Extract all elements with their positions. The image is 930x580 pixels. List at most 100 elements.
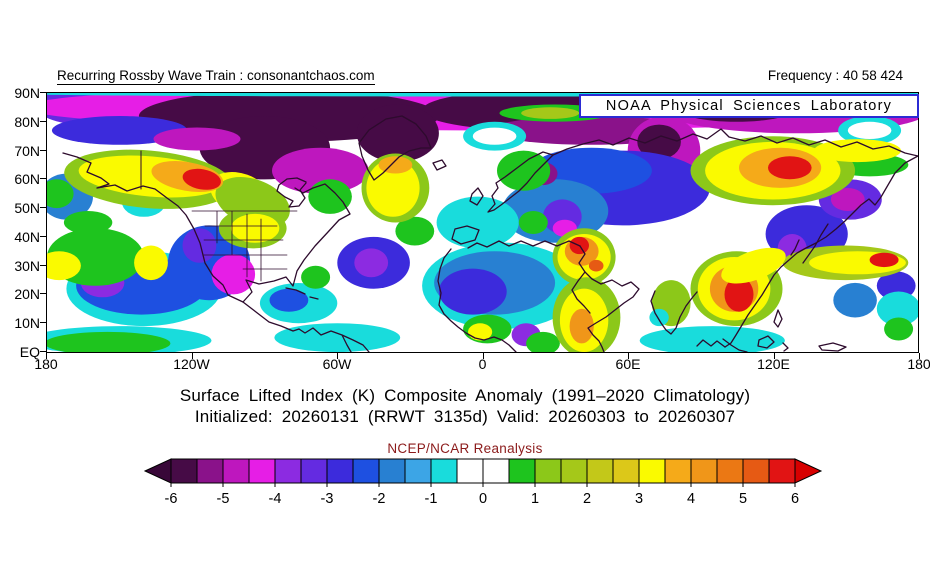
colorbar: -6 -5 -4 -3 -2 -1 0 1 2 3 4 5 6 — [143, 457, 827, 507]
colorbar-cell — [612, 458, 640, 484]
anomaly-blob — [230, 213, 280, 243]
colorbar-tick-label: -5 — [217, 491, 230, 507]
lat-axis-tick — [40, 120, 46, 122]
lat-axis-label: 70N — [14, 142, 40, 159]
anomaly-blob — [211, 254, 256, 295]
coastline-mediterranean — [467, 240, 581, 249]
coastline-layer — [62, 115, 918, 352]
lon-axis-tick — [482, 353, 484, 359]
anomaly-blob — [308, 179, 352, 214]
anomaly-blob — [274, 323, 401, 352]
colorbar-cell — [222, 458, 250, 484]
lat-axis-tick — [40, 207, 46, 209]
anomaly-blob — [153, 127, 241, 151]
colorbar-tick-label: 1 — [531, 491, 539, 507]
coastline-scandinavia — [487, 151, 554, 213]
colorbar-right-arrow — [794, 458, 823, 484]
anomaly-map — [46, 92, 919, 353]
anomaly-blob — [301, 265, 331, 289]
colorbar-cell — [742, 458, 770, 484]
anomaly-blob — [272, 147, 369, 194]
anomaly-blob — [468, 323, 493, 341]
lat-axis-tick — [40, 322, 46, 324]
anomaly-blob — [395, 216, 435, 246]
colorbar-tick-label: -6 — [165, 491, 178, 507]
lon-axis-label: 60W — [322, 356, 352, 372]
anomaly-blob — [876, 291, 918, 327]
colorbar-cell — [404, 458, 432, 484]
colorbar-tick-label: -3 — [321, 491, 334, 507]
colorbar-cell — [378, 458, 406, 484]
lon-axis-label: 60E — [615, 356, 641, 372]
lon-axis-tick — [773, 353, 775, 359]
lon-axis-tick — [337, 353, 338, 359]
lon-axis-label: 120E — [757, 356, 790, 372]
anomaly-blob — [436, 196, 519, 249]
lon-axis-tick — [191, 353, 193, 359]
colorbar-cell — [196, 458, 224, 484]
anomaly-blob — [588, 259, 604, 272]
colorbar-cell — [352, 458, 380, 484]
colorbar-tick-label: 6 — [791, 491, 799, 507]
colorbar-cell — [430, 458, 458, 484]
lat-axis-label: 20N — [14, 286, 40, 303]
lon-axis-tick — [46, 353, 47, 359]
us-state-borders — [191, 210, 298, 282]
anomaly-blob — [518, 211, 548, 234]
anomaly-blob — [724, 277, 754, 312]
anomaly-blob — [134, 245, 168, 281]
lat-axis-tick — [40, 293, 46, 295]
lat-axis-label: 90N — [14, 85, 40, 101]
coastline-east-asia — [724, 155, 918, 348]
anomaly-blob — [63, 211, 113, 234]
colorbar-cell — [482, 458, 510, 484]
anomaly-blob — [47, 331, 171, 352]
lon-axis-label: 180 — [34, 356, 58, 372]
colorbar-tick-label: 0 — [479, 491, 487, 507]
anomaly-blob — [378, 156, 413, 174]
colorbar-cell — [274, 458, 302, 484]
colorbar-cell — [456, 458, 484, 484]
lat-axis-label: 80N — [14, 113, 40, 130]
anomaly-blob — [884, 317, 914, 341]
coastline-na-east — [242, 183, 351, 303]
coastline-uk — [469, 187, 484, 206]
colorbar-tick-label: 3 — [635, 491, 643, 507]
anomaly-blob — [356, 104, 439, 163]
lat-axis-tick — [40, 92, 46, 93]
colorbar-cell — [638, 458, 666, 484]
colorbar-cell — [326, 458, 354, 484]
lat-axis-tick — [40, 149, 46, 151]
anomaly-blob — [366, 159, 420, 217]
lon-axis-label: 120W — [173, 356, 210, 372]
lat-axis-tick — [40, 178, 46, 180]
colorbar-left-arrow — [143, 458, 172, 484]
colorbar-source-label: NCEP/NCAR Reanalysis — [387, 441, 543, 456]
anomaly-blob — [847, 121, 892, 139]
anomaly-blob — [869, 252, 899, 268]
coastline-indonesia — [696, 309, 847, 352]
colorbar-cell — [768, 458, 796, 484]
anomaly-blob — [182, 168, 221, 190]
colorbar-tick-label: 2 — [583, 491, 591, 507]
coastline-india — [650, 290, 698, 335]
coastline-caribbean — [285, 287, 319, 300]
lat-axis-label: EQ — [19, 344, 40, 360]
colorbar-cell — [716, 458, 744, 484]
anomaly-blob — [182, 228, 217, 263]
coastline-russia-arctic — [552, 128, 918, 157]
lat-axis-tick — [40, 351, 46, 352]
coastline-iceland — [432, 159, 447, 171]
colorbar-cell — [690, 458, 718, 484]
anomaly-blob — [472, 127, 517, 145]
coastline-africa-east-arabia — [578, 245, 640, 352]
anomaly-blob — [639, 326, 785, 352]
frequency-label: Frequency : 40 58 424 — [767, 68, 903, 83]
anomaly-blob — [47, 251, 81, 281]
lat-axis-label: 30N — [14, 257, 40, 274]
coastline-red-sea — [571, 271, 591, 314]
colorbar-cell — [508, 458, 536, 484]
lon-axis-label: 0 — [478, 356, 487, 372]
lat-axis-label: 10N — [14, 315, 40, 332]
anomaly-blob — [768, 156, 812, 180]
